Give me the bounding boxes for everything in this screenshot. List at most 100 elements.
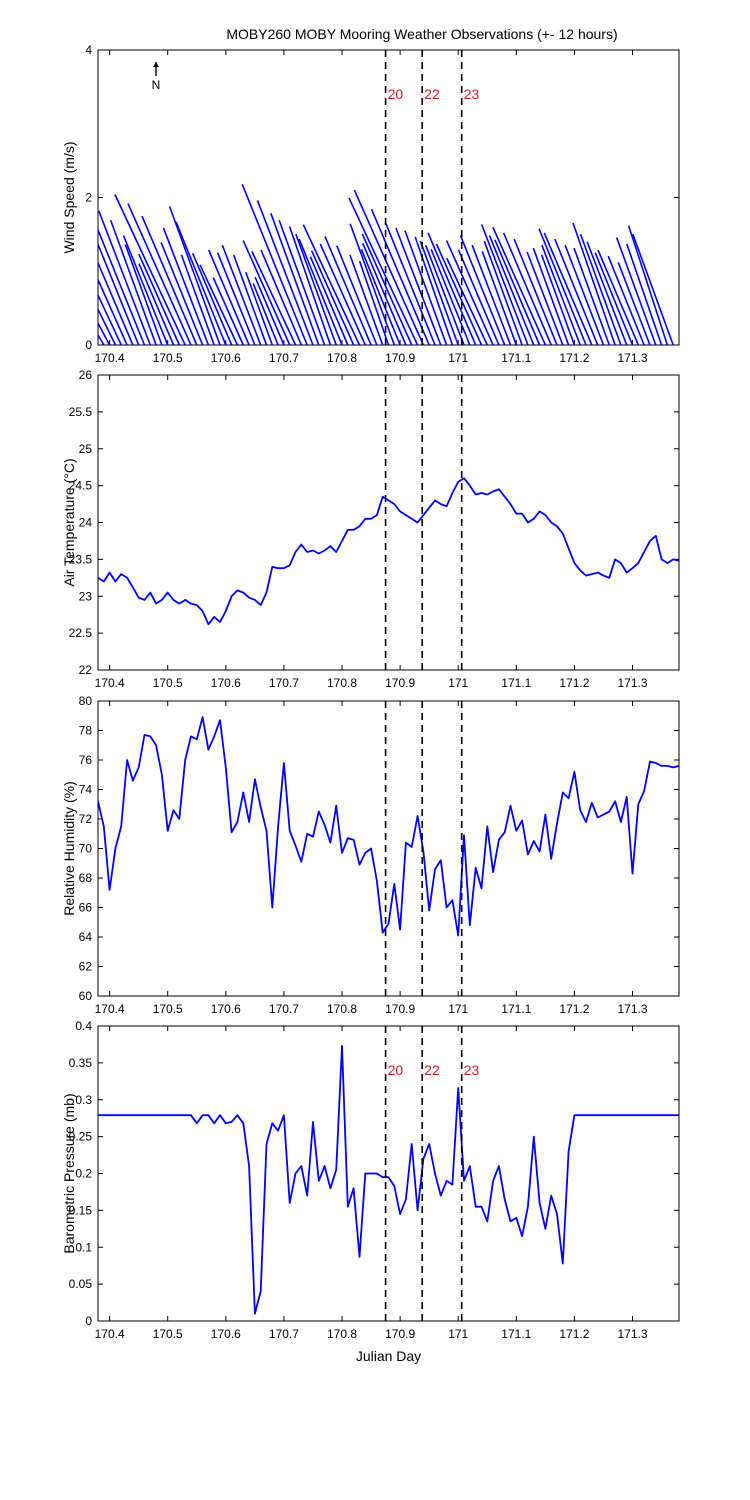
x-tick-label: 171.2: [559, 1002, 589, 1016]
wind-vector: [141, 215, 198, 345]
wind-vector: [632, 233, 674, 345]
wind-vector: [122, 235, 169, 345]
wind-vector: [98, 260, 134, 345]
wind-vector: [541, 244, 581, 345]
x-tick-label: 170.5: [153, 676, 183, 690]
y-tick-label: 0.25: [69, 1130, 93, 1144]
y-tick-label: 70: [79, 842, 93, 856]
wind-vector: [543, 232, 593, 345]
x-tick-label: 171.1: [501, 676, 531, 690]
wind-vector: [242, 240, 291, 345]
wind-vector: [573, 247, 611, 345]
wind-vector: [457, 249, 500, 345]
x-tick-label: 171.2: [559, 351, 589, 365]
wind-vector: [302, 224, 361, 345]
wind-vector: [502, 232, 552, 345]
wind-vector: [358, 261, 390, 345]
wind-vector: [252, 283, 279, 345]
x-tick-label: 170.5: [153, 1327, 183, 1341]
wind-vector: [124, 244, 163, 345]
y-tick-label: 4: [85, 43, 92, 57]
wind-vector: [278, 219, 326, 345]
y-tick-label: 0: [85, 1314, 92, 1328]
wind-vector: [162, 227, 210, 345]
y-tick-label: 60: [79, 989, 93, 1003]
x-tick-label: 170.8: [327, 1002, 357, 1016]
x-tick-label: 170.6: [211, 351, 241, 365]
wind-vector: [532, 247, 570, 345]
x-tick-label: 170.6: [211, 676, 241, 690]
x-tick-label: 170.9: [385, 676, 415, 690]
wind-vector: [98, 321, 111, 345]
wind-vector: [361, 233, 413, 345]
wind-vector: [492, 226, 547, 345]
wind-vector: [617, 262, 651, 345]
wind-vector: [127, 203, 192, 345]
y-tick-label: 25.5: [69, 405, 93, 419]
pressure-ylabel: Barometric Pressure (mb): [61, 1093, 77, 1253]
event-label-20: 20: [388, 1062, 404, 1078]
wind-vector: [241, 184, 308, 345]
wind-vector: [615, 237, 657, 345]
wind-vector: [481, 251, 518, 345]
wind-vector: [564, 244, 605, 345]
wind-vector: [597, 249, 640, 345]
wind-vector: [384, 221, 436, 345]
x-tick-label: 170.9: [385, 351, 415, 365]
wind-vector: [349, 254, 384, 345]
wind-vector: [221, 244, 262, 345]
x-tick-label: 170.9: [385, 1327, 415, 1341]
x-tick-label: 170.8: [327, 676, 357, 690]
humidity-line: [98, 716, 679, 937]
wind-vector: [98, 343, 99, 345]
x-tick-label: 171.2: [559, 1327, 589, 1341]
wind-vector: [445, 240, 494, 345]
y-tick-label: 0.4: [75, 1019, 92, 1033]
pressure-series: [98, 1045, 679, 1315]
wind-vector: [579, 233, 622, 345]
wind-vector: [270, 213, 320, 345]
y-tick-label: 0: [85, 338, 92, 352]
wind-vector: [109, 219, 157, 345]
x-tick-label: 170.4: [95, 1327, 125, 1341]
wind-vector: [160, 242, 204, 345]
wind-vector: [98, 227, 146, 345]
wind-vector: [191, 253, 233, 345]
y-tick-label: 24: [79, 516, 93, 530]
wind-vector: [336, 245, 378, 345]
wind-vector: [309, 256, 349, 345]
figure-title: MOBY260 MOBY Mooring Weather Observation…: [226, 26, 617, 42]
y-tick-label: 80: [79, 694, 93, 708]
x-tick-label: 170.7: [269, 351, 299, 365]
x-tick-label: 171: [448, 351, 468, 365]
y-tick-label: 25: [79, 442, 93, 456]
pressure-panel: 0 0.05 0.1 0.15 0.2 0.25 0.3 0.35 0.4 170.4 170.5 1…: [61, 1019, 680, 1364]
wind-vector: [232, 254, 268, 345]
wind-vector: [480, 224, 529, 345]
wind-vector: [435, 243, 483, 345]
wind-vector: [424, 244, 465, 345]
xlabel: Julian Day: [356, 1348, 421, 1364]
wind-panel: 0 2 4 170.4 170.5 170.6 170.7 170.8 170.9 171 171.…: [61, 43, 680, 365]
y-tick-label: 0.2: [75, 1167, 92, 1181]
x-tick-label: 170.4: [95, 1002, 125, 1016]
wind-vector: [488, 235, 535, 345]
x-tick-label: 171.3: [618, 351, 648, 365]
air_temp-line: [98, 477, 679, 626]
wind-vector: [414, 236, 454, 345]
x-tick-label: 170.9: [385, 1002, 415, 1016]
y-tick-label: 68: [79, 871, 93, 885]
wind-vector: [212, 277, 244, 345]
wind-vector: [627, 225, 669, 345]
x-tick-label: 170.6: [211, 1327, 241, 1341]
wind-vector: [459, 235, 506, 345]
y-tick-label: 66: [79, 901, 93, 915]
x-tick-label: 171: [448, 1327, 468, 1341]
wind-vector: [98, 210, 152, 345]
wind-vector: [216, 252, 256, 345]
wind-vector: [98, 242, 140, 345]
wind-vector: [254, 276, 285, 345]
x-tick-label: 170.4: [95, 676, 125, 690]
wind-vector: [98, 277, 128, 345]
